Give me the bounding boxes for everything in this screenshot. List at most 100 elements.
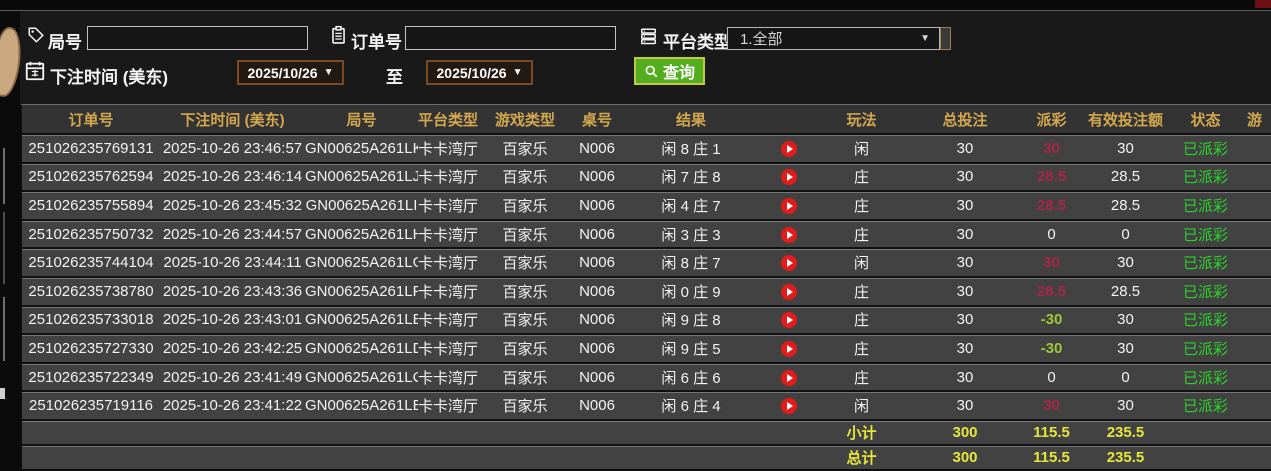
status-badge: 已派彩 xyxy=(1182,398,1228,416)
table-header-row: 订单号 下注时间 (美东) 局号 平台类型 游戏类型 桌号 结果 玩法 总投注 派彩 有效投注额 状态… xyxy=(22,105,1271,133)
table-row[interactable]: 251026235750732 2025-10-26 23:44:57 GN00… xyxy=(22,218,1271,248)
play-icon xyxy=(787,173,793,182)
table-row[interactable]: 251026235755894 2025-10-26 23:45:32 GN00… xyxy=(22,190,1271,219)
order-number: 251026235719116 xyxy=(28,397,154,415)
game-number: GN00625A261LH xyxy=(305,225,418,243)
status-badge: 已派彩 xyxy=(1182,197,1228,215)
order-no-input[interactable] xyxy=(405,26,616,50)
play-icon xyxy=(787,344,793,353)
status-badge: 已派彩 xyxy=(1182,312,1228,330)
grand-total-valid-bet: 235.5 xyxy=(1106,448,1145,466)
game-no-input[interactable] xyxy=(87,26,308,50)
total-bet: 30 xyxy=(956,311,974,329)
game-number: GN00625A261LJ xyxy=(305,168,418,186)
play-video-button[interactable] xyxy=(781,169,797,186)
valid-bet: 30 xyxy=(1117,339,1134,357)
date-from-picker[interactable]: 2025/10/26 ▼ xyxy=(237,60,344,85)
payout-value: 30 xyxy=(1043,254,1060,272)
play-video-button[interactable] xyxy=(781,398,797,415)
platform-type-select[interactable]: 1.全部 ▼ xyxy=(727,27,940,50)
table-row[interactable]: 251026235727330 2025-10-26 23:42:25 GN00… xyxy=(22,333,1271,362)
play-video-button[interactable] xyxy=(781,255,797,272)
play-type: 闲 xyxy=(853,140,869,158)
play-video-button[interactable] xyxy=(781,340,797,357)
column-header-total_bet: 总投注 xyxy=(942,111,988,129)
game-type: 百家乐 xyxy=(502,283,548,301)
play-video-button[interactable] xyxy=(781,283,797,300)
total-bet: 30 xyxy=(956,168,974,186)
column-header-play: 玩法 xyxy=(846,111,877,129)
to-label: 至 xyxy=(386,68,403,87)
column-header-payout: 派彩 xyxy=(1036,111,1067,129)
platform-type-value: 1.全部 xyxy=(740,31,783,48)
payout-value: 30 xyxy=(1043,139,1060,157)
valid-bet: 30 xyxy=(1117,139,1134,157)
play-type: 庄 xyxy=(853,369,869,387)
table-row[interactable]: 251026235738780 2025-10-26 23:43:36 GN00… xyxy=(22,275,1271,305)
column-header-time: 下注时间 (美东) xyxy=(180,111,285,129)
platform-type: 卡卡湾厅 xyxy=(418,369,478,387)
platform-type: 卡卡湾厅 xyxy=(418,197,478,215)
play-video-button[interactable] xyxy=(781,140,797,157)
table-row[interactable]: 251026235722349 2025-10-26 23:41:49 GN00… xyxy=(22,361,1271,391)
table-row[interactable]: 251026235744104 2025-10-26 23:44:11 GN00… xyxy=(22,247,1271,276)
table-number: N006 xyxy=(579,311,615,329)
status-badge: 已派彩 xyxy=(1182,369,1228,387)
valid-bet: 30 xyxy=(1117,254,1134,272)
subtotal-row: 小计 300 115.5 235.5 xyxy=(22,418,1271,444)
result: 闲 3 庄 3 xyxy=(661,226,721,244)
subtotal-valid-bet: 235.5 xyxy=(1106,423,1145,441)
bet-time: 2025-10-26 23:44:57 xyxy=(162,225,303,243)
bet-time: 2025-10-26 23:46:57 xyxy=(162,139,303,157)
play-icon xyxy=(787,316,793,325)
table-number: N006 xyxy=(579,139,615,157)
platform-type: 卡卡湾厅 xyxy=(418,226,478,244)
platform-type: 卡卡湾厅 xyxy=(418,312,478,330)
platform-type-label: 平台类型 xyxy=(663,33,731,52)
game-number: GN00625A261LG xyxy=(305,254,418,272)
total-bet: 30 xyxy=(956,339,974,357)
game-number: GN00625A261LK xyxy=(305,139,418,157)
order-number: 251026235733018 xyxy=(28,311,154,329)
play-video-button[interactable] xyxy=(781,198,797,214)
play-video-button[interactable] xyxy=(781,312,797,329)
game-type: 百家乐 xyxy=(502,226,548,244)
order-number: 251026235727330 xyxy=(28,339,154,357)
table-row[interactable]: 251026235769131 2025-10-26 23:46:57 GN00… xyxy=(22,133,1271,162)
grand-total-payout: 115.5 xyxy=(1033,448,1070,466)
payout-value: 0 xyxy=(1047,368,1056,386)
date-to-picker[interactable]: 2025/10/26 ▼ xyxy=(426,60,533,85)
table-row[interactable]: 251026235733018 2025-10-26 23:43:01 GN00… xyxy=(22,304,1271,334)
bet-time: 2025-10-26 23:46:14 xyxy=(162,168,303,186)
table-number: N006 xyxy=(579,196,615,214)
game-number: GN00625A261LI xyxy=(305,196,418,214)
column-header-valid_bet: 有效投注额 xyxy=(1087,111,1163,129)
game-number: GN00625A261LD xyxy=(305,339,418,357)
table-row[interactable]: 251026235762594 2025-10-26 23:46:14 GN00… xyxy=(22,161,1271,191)
status-badge: 已派彩 xyxy=(1182,340,1228,358)
payout-value: 30 xyxy=(1043,397,1060,415)
result: 闲 9 庄 8 xyxy=(661,312,721,330)
subtotal-payout: 115.5 xyxy=(1033,423,1070,441)
table-number: N006 xyxy=(579,368,615,386)
total-bet: 30 xyxy=(956,196,974,214)
play-icon xyxy=(787,144,793,153)
play-video-button[interactable] xyxy=(781,369,797,386)
date-from-value: 2025/10/26 xyxy=(247,64,318,81)
order-number: 251026235769131 xyxy=(28,139,154,157)
result: 闲 6 庄 6 xyxy=(661,369,721,387)
platform-type-select-button[interactable] xyxy=(940,27,951,50)
status-badge: 已派彩 xyxy=(1182,226,1228,244)
play-video-button[interactable] xyxy=(781,226,797,243)
total-bet: 30 xyxy=(956,397,974,415)
subtotal-label: 小计 xyxy=(846,424,877,442)
list-icon xyxy=(639,27,658,45)
search-button[interactable]: 查询 xyxy=(634,57,705,85)
result: 闲 8 庄 1 xyxy=(661,140,721,158)
column-header-game_type: 游戏类型 xyxy=(494,111,555,129)
table-row[interactable]: 251026235719116 2025-10-26 23:41:22 GN00… xyxy=(22,390,1271,419)
play-type: 庄 xyxy=(853,312,869,330)
result: 闲 7 庄 8 xyxy=(661,169,721,187)
grand-total-total-bet: 300 xyxy=(952,448,978,466)
play-type: 闲 xyxy=(853,255,869,273)
